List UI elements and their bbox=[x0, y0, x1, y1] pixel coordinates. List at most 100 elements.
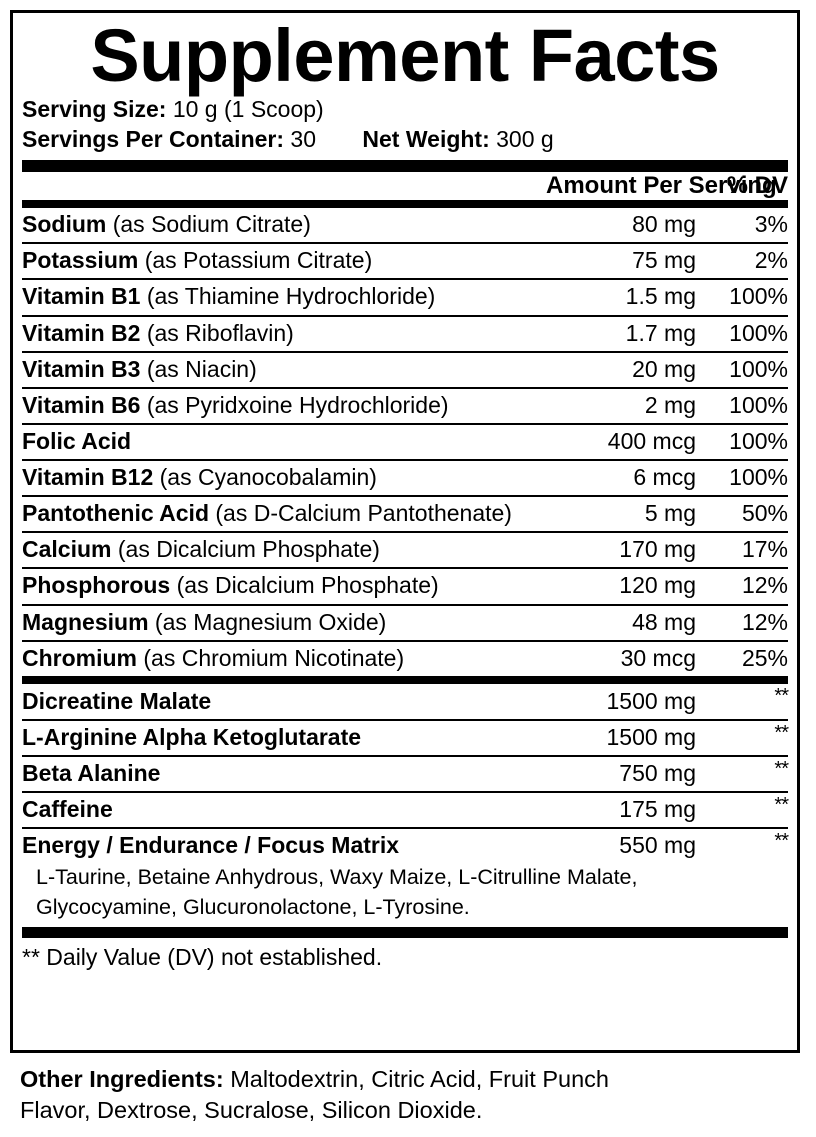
net-weight-group: Net Weight: 300 g bbox=[362, 125, 553, 154]
servings-per-container-value: 30 bbox=[290, 125, 317, 152]
table-row: Vitamin B3 (as Niacin) 20 mg 100% bbox=[22, 350, 788, 388]
nutrient-name: Folic Acid bbox=[22, 427, 132, 454]
rule-under-serving-info bbox=[22, 160, 788, 173]
nutrient-dv: 2% bbox=[696, 242, 788, 280]
blend-name: Caffeine bbox=[22, 796, 113, 823]
nutrient-amount: 400 mcg bbox=[546, 422, 696, 461]
amount-per-serving-header: Amount Per Serving bbox=[546, 172, 777, 200]
table-row: Dicreatine Malate 1500 mg ** bbox=[22, 684, 789, 720]
table-row: Sodium (as Sodium Citrate) 80 mg 3% bbox=[22, 208, 788, 243]
nutrient-amount: 48 mg bbox=[546, 603, 696, 641]
nutrient-amount: 75 mg bbox=[546, 242, 696, 280]
nutrient-dv: 100% bbox=[696, 459, 788, 497]
nutrient-dv: 12% bbox=[696, 603, 788, 641]
other-ingredients-label: Other Ingredients: bbox=[20, 1066, 224, 1092]
table-row: Vitamin B1 (as Thiamine Hydrochloride) 1… bbox=[22, 278, 788, 316]
supplement-facts-panel: Supplement Facts Serving Size: 10 g (1 S… bbox=[10, 10, 800, 1053]
nutrient-name: Sodium bbox=[22, 211, 107, 238]
nutrient-amount: 5 mg bbox=[546, 495, 696, 533]
nutrient-name-cell: Calcium (as Dicalcium Phosphate) bbox=[22, 531, 546, 569]
daily-value-footnote: ** Daily Value (DV) not established. bbox=[22, 943, 383, 970]
other-ingredients: Other Ingredients: Maltodextrin, Citric … bbox=[20, 1064, 760, 1125]
servings-per-container-line: Servings Per Container: 30 Net Weight: 3… bbox=[22, 125, 788, 154]
nutrient-dv: 100% bbox=[696, 278, 788, 316]
nutrient-amount: 20 mg bbox=[546, 350, 696, 388]
blend-dv: ** bbox=[774, 684, 789, 707]
nutrient-amount: 1.5 mg bbox=[546, 278, 696, 316]
serving-info: Serving Size: 10 g (1 Scoop) Servings Pe… bbox=[22, 95, 788, 154]
nutrient-amount: 30 mcg bbox=[546, 639, 696, 676]
nutrient-name: Pantothenic Acid bbox=[22, 500, 209, 527]
rule-above-blend-section bbox=[22, 675, 788, 684]
blend-table: Dicreatine Malate 1500 mg ** L-Arginine … bbox=[22, 684, 789, 864]
blend-amount: 1500 mg bbox=[546, 718, 696, 757]
nutrient-name-cell: Potassium (as Potassium Citrate) bbox=[22, 242, 546, 280]
nutrient-amount: 80 mg bbox=[632, 211, 696, 238]
table-row: Potassium (as Potassium Citrate) 75 mg 2… bbox=[22, 242, 788, 280]
blend-name: Beta Alanine bbox=[22, 760, 161, 787]
matrix-amount: 550 mg bbox=[546, 827, 696, 864]
table-row: Pantothenic Acid (as D-Calcium Pantothen… bbox=[22, 495, 788, 533]
nutrient-name: Chromium bbox=[22, 644, 137, 671]
serving-size-label: Serving Size: bbox=[22, 96, 167, 123]
serving-size-value: 10 g (1 Scoop) bbox=[172, 96, 324, 123]
blend-name: Dicreatine Malate bbox=[22, 687, 212, 714]
nutrient-name: Calcium bbox=[22, 536, 112, 563]
table-row: L-Arginine Alpha Ketoglutarate 1500 mg *… bbox=[22, 718, 789, 757]
nutrient-name-cell: Magnesium (as Magnesium Oxide) bbox=[22, 603, 546, 641]
nutrient-source: (as D-Calcium Pantothenate) bbox=[215, 500, 512, 527]
nutrient-name-cell: Vitamin B12 (as Cyanocobalamin) bbox=[22, 459, 546, 497]
nutrient-source: (as Sodium Citrate) bbox=[112, 211, 311, 238]
nutrient-source: (as Niacin) bbox=[146, 355, 257, 382]
nutrient-source: (as Dicalcium Phosphate) bbox=[117, 536, 380, 563]
blend-amount: 1500 mg bbox=[606, 687, 696, 714]
rule-above-footnote bbox=[22, 926, 788, 938]
nutrient-amount: 2 mg bbox=[546, 386, 696, 424]
nutrients-table: Sodium (as Sodium Citrate) 80 mg 3% Pota… bbox=[22, 208, 788, 676]
nutrient-name-cell: Vitamin B6 (as Pyridxoine Hydrochloride) bbox=[22, 386, 546, 424]
nutrient-name: Potassium bbox=[22, 247, 139, 274]
table-row: Folic Acid 400 mcg 100% bbox=[22, 422, 788, 461]
blend-name-cell: Caffeine bbox=[22, 791, 546, 829]
nutrient-amount: 120 mg bbox=[546, 567, 696, 605]
nutrient-dv: 100% bbox=[696, 422, 788, 461]
nutrient-name-cell: Vitamin B2 (as Riboflavin) bbox=[22, 314, 546, 352]
net-weight-value: 300 g bbox=[496, 125, 554, 152]
blend-amount: 175 mg bbox=[546, 791, 696, 829]
matrix-ingredients-line-1: L-Taurine, Betaine Anhydrous, Waxy Maize… bbox=[36, 865, 638, 890]
table-header-group: Amount Per Serving % DV bbox=[22, 172, 788, 200]
nutrient-name-cell: Sodium (as Sodium Citrate) bbox=[22, 208, 546, 243]
nutrient-source: (as Pyridxoine Hydrochloride) bbox=[146, 391, 449, 418]
blend-dv: ** bbox=[696, 755, 789, 793]
nutrients-body: Sodium (as Sodium Citrate) 80 mg 3% Pota… bbox=[22, 208, 788, 676]
percent-dv-header: % DV bbox=[726, 172, 788, 200]
nutrient-name-cell: Phosphorous (as Dicalcium Phosphate) bbox=[22, 567, 546, 605]
nutrient-name-cell: Pantothenic Acid (as D-Calcium Pantothen… bbox=[22, 495, 546, 533]
table-row: Energy / Endurance / Focus Matrix 550 mg… bbox=[22, 827, 789, 864]
nutrient-name-cell: Folic Acid bbox=[22, 422, 546, 461]
nutrient-name-cell: Chromium (as Chromium Nicotinate) bbox=[22, 639, 546, 676]
blend-name-cell: Beta Alanine bbox=[22, 755, 546, 793]
nutrient-source: (as Cyanocobalamin) bbox=[159, 464, 377, 491]
nutrient-source: (as Thiamine Hydrochloride) bbox=[146, 283, 436, 310]
serving-size-line: Serving Size: 10 g (1 Scoop) bbox=[22, 95, 788, 124]
blend-body: Dicreatine Malate 1500 mg ** L-Arginine … bbox=[22, 684, 789, 864]
servings-per-container-label: Servings Per Container: bbox=[22, 125, 285, 152]
nutrient-dv: 12% bbox=[696, 567, 788, 605]
nutrient-amount: 1.7 mg bbox=[546, 314, 696, 352]
blend-name-cell: L-Arginine Alpha Ketoglutarate bbox=[22, 718, 546, 757]
nutrition-table: Amount Per Serving % DV bbox=[22, 172, 788, 200]
nutrient-name: Vitamin B2 bbox=[22, 319, 141, 346]
table-row: Caffeine 175 mg ** bbox=[22, 791, 789, 829]
matrix-ingredients-line-2: Glycocyamine, Glucuronolactone, L-Tyrosi… bbox=[36, 894, 470, 919]
nutrient-amount: 6 mcg bbox=[546, 459, 696, 497]
matrix-name-cell: Energy / Endurance / Focus Matrix bbox=[22, 827, 546, 864]
matrix-name: Energy / Endurance / Focus Matrix bbox=[22, 832, 400, 859]
nutrient-dv: 100% bbox=[696, 314, 788, 352]
column-header-row: Amount Per Serving % DV bbox=[22, 172, 788, 200]
nutrient-source: (as Dicalcium Phosphate) bbox=[176, 572, 439, 599]
page-title: Supplement Facts bbox=[90, 14, 720, 97]
nutrient-name-cell: Vitamin B1 (as Thiamine Hydrochloride) bbox=[22, 278, 546, 316]
nutrient-source: (as Riboflavin) bbox=[146, 319, 294, 346]
